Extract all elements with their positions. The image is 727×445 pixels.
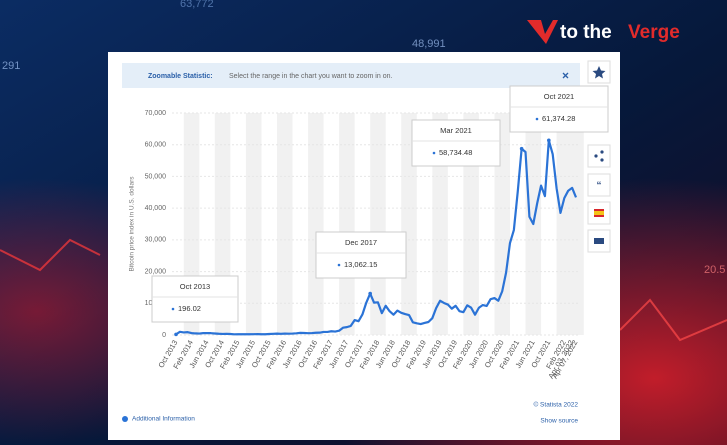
highlight-point (519, 146, 524, 151)
stripe (370, 113, 386, 335)
stripe (494, 113, 510, 335)
tooltip-bullet (337, 263, 341, 267)
y-tick-label: 40,000 (145, 205, 167, 212)
y-axis-title: Bitcoin price index in U.S. dollars (129, 176, 136, 272)
stripe (432, 113, 448, 335)
y-tick-label: 70,000 (145, 110, 167, 117)
y-tick-label: 30,000 (145, 237, 167, 244)
tooltip-bullet (432, 151, 436, 155)
tooltip: Oct 2013 196.02 (151, 275, 239, 323)
additional-info-link[interactable]: Additional Information (132, 416, 195, 423)
tooltip-title: Mar 2021 (440, 126, 472, 135)
data-label: 61,374.28 (542, 114, 575, 123)
logo: to the Verge (527, 20, 680, 44)
copyright: © Statista 2022 (533, 401, 578, 409)
stripe (308, 113, 324, 335)
y-tick-label: 0 (162, 332, 166, 339)
tooltip-title: Dec 2017 (345, 238, 377, 247)
stripe (339, 113, 355, 335)
background-text: 20.5 (704, 264, 725, 276)
tooltip: Dec 2017 13,062.15 (315, 231, 407, 279)
cite-icon: “ (597, 181, 602, 192)
tooltip: Mar 2021 58,734.48 (411, 119, 501, 167)
tooltip-bullet (171, 307, 175, 311)
tooltip: Oct 2021 61,374.28 (509, 85, 609, 133)
logo-mark (527, 20, 558, 44)
stripe (568, 113, 584, 335)
price-line (175, 139, 578, 336)
background-text: 291 (2, 60, 20, 72)
data-label: 58,734.48 (439, 148, 472, 157)
stripe (401, 113, 417, 335)
tooltip-title: Oct 2013 (180, 282, 210, 291)
zoom-text: Select the range in the chart you want t… (229, 73, 392, 80)
share-button[interactable] (587, 144, 611, 168)
data-label: 196.02 (178, 304, 201, 313)
logo-text: to the (560, 22, 612, 43)
tooltip-box (315, 231, 407, 279)
plot: 010,00020,00030,00040,00050,00060,00070,… (145, 85, 609, 380)
stripe (245, 113, 262, 335)
stripe (276, 113, 293, 335)
highlight-point (174, 332, 178, 337)
cite-button[interactable] (587, 173, 611, 197)
background-line (0, 238, 101, 272)
logo-text: Verge (628, 22, 680, 43)
tooltip-box (411, 119, 501, 167)
background-text: 48,991 (412, 38, 446, 50)
y-tick-label: 60,000 (145, 142, 167, 149)
y-tick-label: 20,000 (145, 268, 167, 275)
flag-icon (594, 211, 604, 215)
zoom-banner (122, 63, 580, 88)
background-text: 63,772 (180, 0, 214, 10)
tooltip-bullet (535, 117, 539, 121)
star-icon (592, 66, 606, 79)
tooltip-box (509, 85, 609, 133)
toolbar: “ (587, 60, 611, 253)
highlight-point (368, 291, 372, 296)
y-tick-label: 50,000 (145, 173, 167, 180)
tooltip-title: Oct 2021 (544, 92, 574, 101)
zoom-label: Zoomable Statistic: (148, 73, 213, 80)
stripe (463, 113, 479, 335)
tooltip-box (151, 275, 239, 323)
source-link[interactable]: Show source (540, 418, 578, 425)
background-line (619, 298, 727, 342)
highlight-point (547, 138, 551, 143)
info-icon (122, 416, 128, 422)
close-button[interactable] (562, 72, 569, 79)
share-icon (594, 150, 604, 162)
data-label: 13,062.15 (344, 260, 377, 269)
print-icon (594, 238, 604, 244)
